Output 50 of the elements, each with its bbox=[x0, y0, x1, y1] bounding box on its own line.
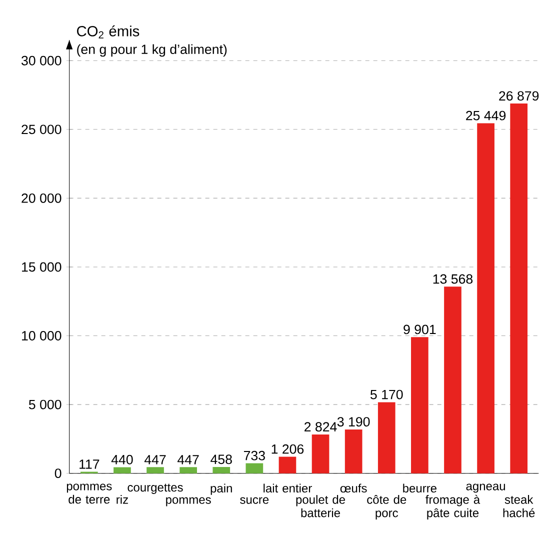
y-axis-title: CO$_{2}$ émis bbox=[77, 25, 140, 38]
data-label: 733 bbox=[244, 450, 266, 460]
x-tick-label: côte de porc bbox=[367, 494, 406, 520]
x-tick-label: courgettes bbox=[128, 484, 184, 494]
y-tick-label: 5 000 bbox=[29, 400, 62, 410]
data-label: 447 bbox=[178, 455, 199, 464]
x-tick-label: sucre bbox=[240, 497, 269, 504]
bar bbox=[510, 104, 528, 474]
bar bbox=[345, 429, 362, 474]
x-tick-label: pommes bbox=[166, 497, 212, 506]
x-tick-label: pommes de terre bbox=[67, 484, 112, 504]
y-tick-label: 25 000 bbox=[22, 124, 62, 134]
data-label: 5 170 bbox=[370, 390, 403, 400]
data-label: 13 568 bbox=[434, 274, 473, 284]
x-tick-label: pain bbox=[210, 484, 232, 495]
bar bbox=[114, 467, 132, 474]
annotation: (en g pour 1 kg d’aliment) bbox=[77, 44, 227, 57]
x-tick-label: steak haché bbox=[504, 495, 535, 518]
y-tick-label: 30 000 bbox=[22, 56, 62, 66]
bar bbox=[312, 434, 330, 474]
data-label: 26 879 bbox=[499, 91, 539, 101]
y-tick-label: 20 000 bbox=[22, 193, 62, 203]
data-label: 9 901 bbox=[404, 324, 436, 334]
bar bbox=[444, 286, 462, 474]
bar bbox=[180, 467, 198, 474]
x-tick-label: œufs bbox=[340, 484, 367, 493]
x-tick-label: poulet de batterie bbox=[296, 495, 346, 518]
data-label: 458 bbox=[210, 454, 232, 464]
bar bbox=[212, 467, 230, 474]
bar bbox=[246, 463, 264, 474]
data-label: 447 bbox=[144, 455, 166, 464]
bar bbox=[411, 337, 429, 474]
data-label: 2 824 bbox=[304, 422, 337, 432]
bar bbox=[477, 123, 495, 474]
data-label: 1 206 bbox=[272, 444, 304, 454]
x-tick-label: fromage à pâte cuite bbox=[426, 494, 480, 520]
data-label: 440 bbox=[112, 454, 134, 464]
x-tick-label: riz bbox=[116, 495, 128, 504]
x-tick-label: agneau bbox=[466, 484, 506, 493]
bar bbox=[279, 456, 296, 474]
x-tick-label: beurre bbox=[403, 484, 437, 493]
data-label: 25 449 bbox=[466, 110, 506, 120]
bar bbox=[378, 402, 396, 474]
x-tick-label: lait entier bbox=[264, 484, 312, 493]
y-tick-label: 0 bbox=[55, 468, 62, 478]
bar bbox=[146, 467, 164, 474]
y-tick-label: 10 000 bbox=[22, 331, 62, 340]
data-label: 3 190 bbox=[338, 417, 370, 427]
y-tick-label: 15 000 bbox=[22, 262, 62, 272]
data-label: 117 bbox=[80, 460, 100, 469]
